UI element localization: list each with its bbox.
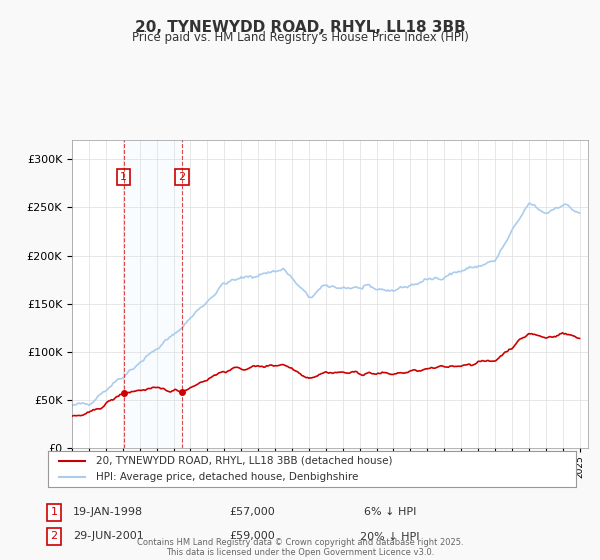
- Bar: [124, 140, 182, 448]
- Text: Contains HM Land Registry data © Crown copyright and database right 2025.
This d: Contains HM Land Registry data © Crown c…: [137, 538, 463, 557]
- Text: £59,000: £59,000: [229, 531, 275, 542]
- Text: 6% ↓ HPI: 6% ↓ HPI: [364, 507, 416, 517]
- Text: 29-JUN-2001: 29-JUN-2001: [73, 531, 143, 542]
- Text: Price paid vs. HM Land Registry's House Price Index (HPI): Price paid vs. HM Land Registry's House …: [131, 31, 469, 44]
- Text: 19-JAN-1998: 19-JAN-1998: [73, 507, 143, 517]
- Text: HPI: Average price, detached house, Denbighshire: HPI: Average price, detached house, Denb…: [95, 472, 358, 482]
- Text: £57,000: £57,000: [229, 507, 275, 517]
- Text: 20% ↓ HPI: 20% ↓ HPI: [360, 531, 420, 542]
- Text: 1: 1: [120, 172, 127, 182]
- Text: 20, TYNEWYDD ROAD, RHYL, LL18 3BB: 20, TYNEWYDD ROAD, RHYL, LL18 3BB: [134, 20, 466, 35]
- Text: 2: 2: [178, 172, 185, 182]
- Text: 1: 1: [50, 507, 58, 517]
- Text: 2: 2: [50, 531, 58, 542]
- Text: 20, TYNEWYDD ROAD, RHYL, LL18 3BB (detached house): 20, TYNEWYDD ROAD, RHYL, LL18 3BB (detac…: [95, 456, 392, 466]
